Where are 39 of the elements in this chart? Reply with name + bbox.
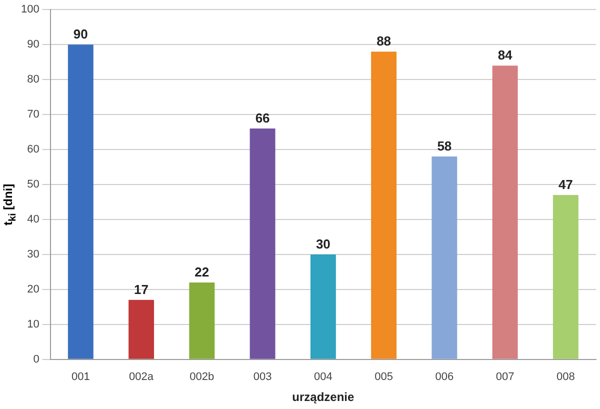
y-tick-label: 60 xyxy=(27,144,40,156)
y-tick-label: 70 xyxy=(27,108,40,121)
x-tick-label: 006 xyxy=(435,371,454,384)
y-tick-label: 90 xyxy=(27,38,40,51)
y-tick-label: 40 xyxy=(27,214,40,226)
data-label: 84 xyxy=(498,48,514,63)
x-tick-label: 007 xyxy=(496,371,514,384)
data-label: 22 xyxy=(194,264,210,280)
x-tick-label: 002b xyxy=(190,371,214,384)
bar xyxy=(250,128,276,359)
x-tick-label: 003 xyxy=(253,371,272,384)
x-tick-label: 008 xyxy=(556,371,575,384)
x-tick-label: 005 xyxy=(374,371,393,384)
data-label: 90 xyxy=(73,26,88,42)
x-axis-title: urządzenie xyxy=(292,390,355,404)
data-label: 30 xyxy=(316,236,330,252)
bar xyxy=(371,52,397,359)
bar xyxy=(310,254,336,359)
x-tick-label: 004 xyxy=(314,371,332,384)
data-label: 58 xyxy=(437,138,452,154)
bar xyxy=(552,194,578,359)
x-tick-label: 001 xyxy=(71,371,90,384)
bar xyxy=(128,300,154,359)
bar xyxy=(68,44,94,359)
y-tick-label: 0 xyxy=(33,353,40,366)
y-tick-label: 50 xyxy=(27,178,40,191)
bar xyxy=(432,156,458,359)
data-label: 47 xyxy=(558,177,573,192)
y-tick-label: 80 xyxy=(27,74,40,86)
y-tick-label: 100 xyxy=(20,4,40,16)
bar xyxy=(189,282,215,359)
y-tick-label: 30 xyxy=(27,248,40,260)
data-label: 17 xyxy=(134,282,149,298)
bar xyxy=(492,66,518,359)
x-tick-label: 002a xyxy=(129,371,154,384)
data-label: 66 xyxy=(255,110,270,126)
data-label: 88 xyxy=(376,34,392,49)
y-tick-label: 10 xyxy=(27,318,40,330)
y-tick-label: 20 xyxy=(27,283,40,296)
